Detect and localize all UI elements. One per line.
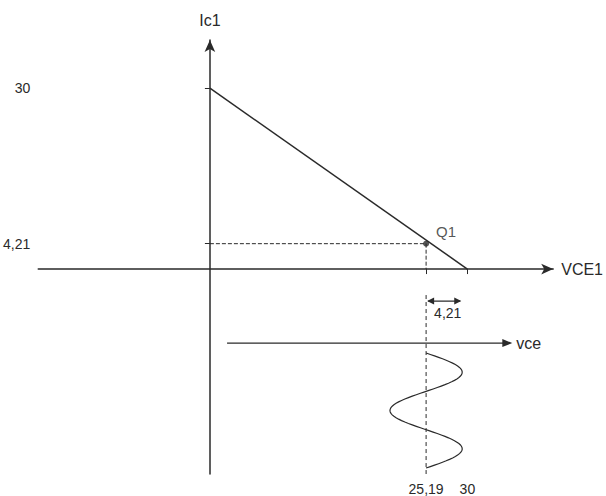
svg-text:4,21: 4,21	[434, 305, 461, 321]
svg-text:30: 30	[460, 481, 476, 496]
svg-text:vce: vce	[516, 335, 541, 352]
svg-text:Q1: Q1	[436, 223, 456, 240]
svg-text:4,21: 4,21	[3, 236, 30, 252]
svg-text:30: 30	[15, 80, 31, 96]
svg-text:Ic1: Ic1	[199, 12, 220, 29]
svg-text:VCE1: VCE1	[561, 261, 603, 278]
svg-text:25,19: 25,19	[409, 481, 444, 496]
